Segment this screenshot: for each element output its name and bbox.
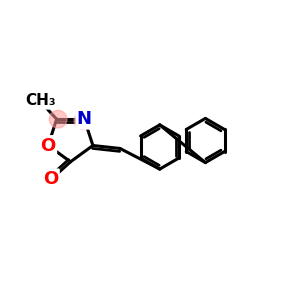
Text: CH₃: CH₃ [26, 93, 56, 108]
Text: O: O [43, 170, 58, 188]
Circle shape [74, 112, 92, 130]
Text: N: N [77, 110, 92, 128]
Circle shape [49, 110, 67, 128]
Text: O: O [40, 136, 56, 154]
